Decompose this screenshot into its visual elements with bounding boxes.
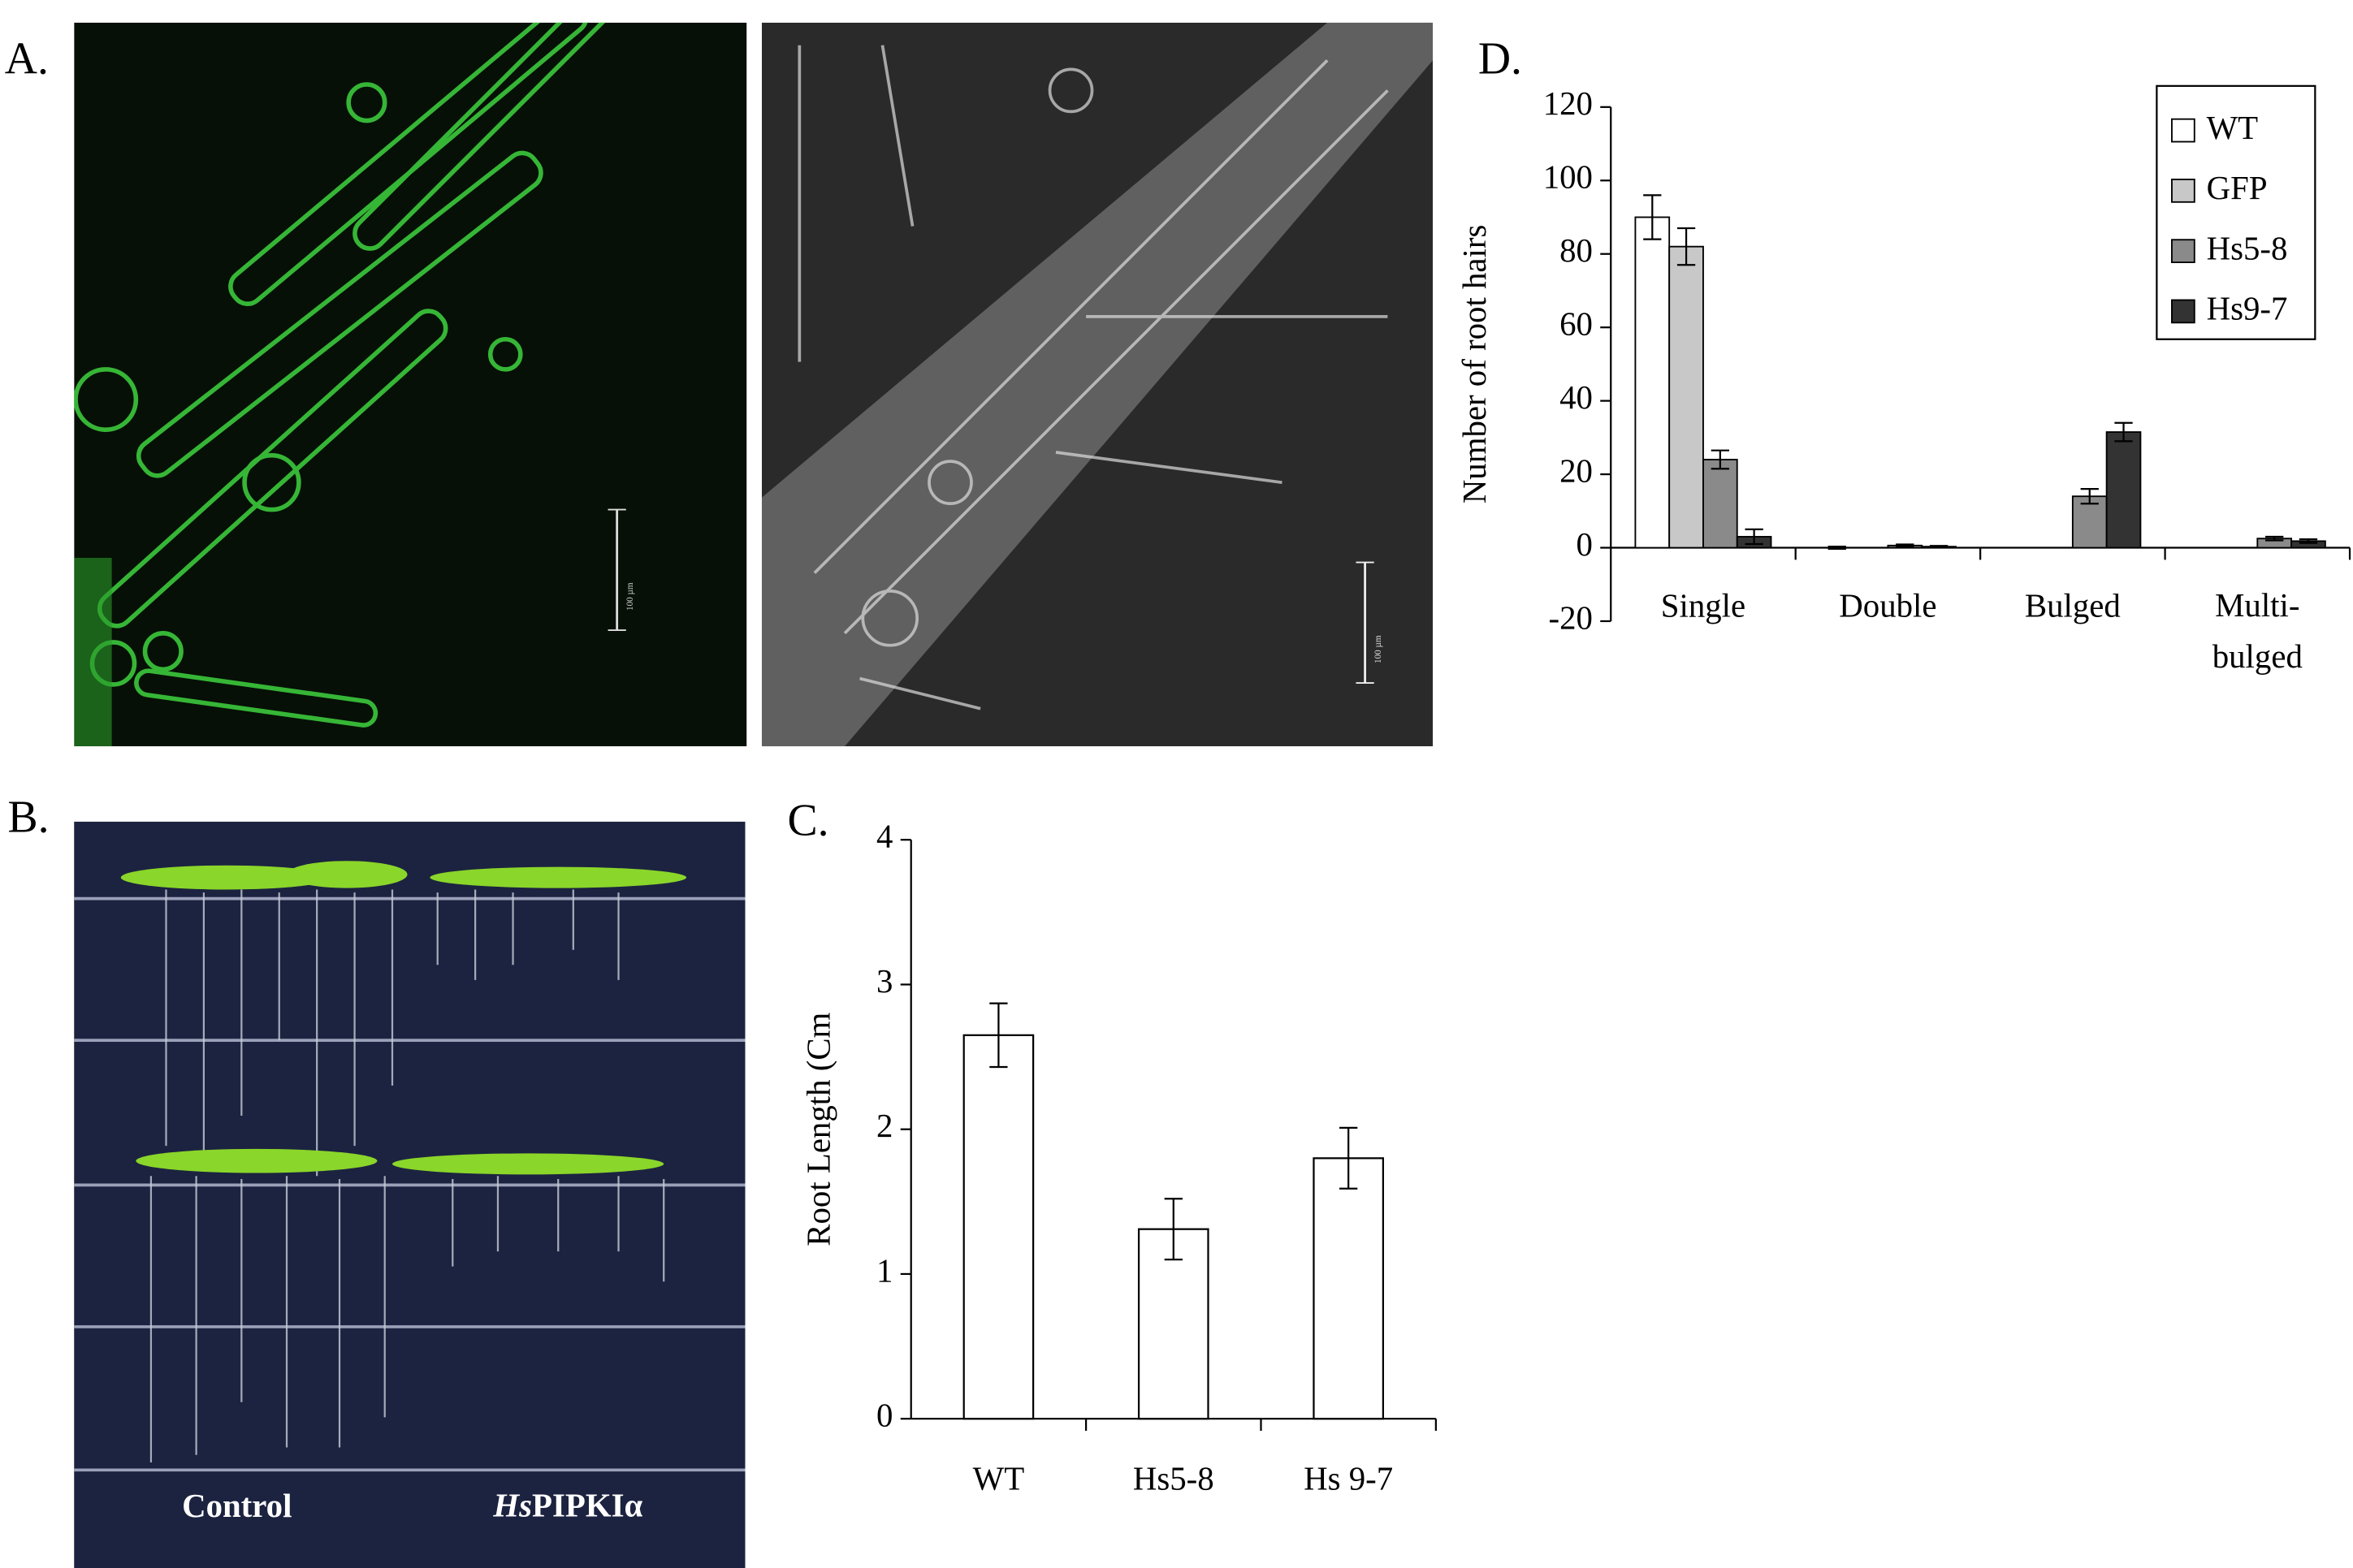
photo-seedlings: Control HsPIPKIα	[74, 821, 746, 1568]
error-bar	[1339, 1126, 1358, 1190]
bar	[1702, 459, 1738, 549]
error-bar	[1827, 546, 1846, 550]
panel-label: D.	[1478, 34, 1522, 84]
bar	[1313, 1157, 1384, 1420]
x-tick-label: WT	[973, 1461, 1025, 1497]
y-tick-label: 80	[1559, 232, 1593, 269]
error-bar	[989, 1002, 1008, 1069]
panel-label: A.	[5, 34, 49, 84]
error-bar	[1164, 1198, 1183, 1261]
error-bar	[1643, 194, 1662, 240]
photo-label: HsPIPKIα	[492, 1488, 642, 1524]
legend-label: GFP	[2207, 170, 2268, 206]
panel-label: C.	[787, 795, 828, 845]
error-bar	[1745, 528, 1763, 546]
photo-label-italic: Hs	[492, 1488, 532, 1524]
legend-swatch	[2171, 239, 2195, 263]
error-bar	[1711, 449, 1729, 470]
scale-label: 100 µm	[1373, 635, 1383, 663]
y-tick-label: 120	[1543, 85, 1593, 122]
scale-label: 100 µm	[625, 582, 635, 611]
y-tick-label: -20	[1549, 599, 1593, 636]
error-bar	[2080, 488, 2099, 505]
bar	[1137, 1228, 1209, 1420]
photo-fluorescence: 100 µm	[74, 22, 747, 747]
error-bar	[2299, 538, 2318, 544]
y-tick-label: 40	[1559, 379, 1593, 416]
x-tick-label: Double	[1839, 587, 1936, 624]
y-tick-label: 20	[1559, 452, 1593, 489]
legend-swatch	[2171, 179, 2195, 203]
bar	[2105, 431, 2142, 549]
photo-label: PIPKIα	[532, 1488, 642, 1524]
y-tick-label: 0	[1577, 526, 1593, 563]
bar	[1668, 245, 1704, 549]
x-tick-label-line: bulged	[2212, 639, 2303, 676]
photo-brightfield: 100 µm	[761, 22, 1434, 747]
y-tick-label: 4	[876, 819, 893, 855]
error-bar	[1676, 227, 1696, 266]
legend-label: Hs9-7	[2207, 291, 2288, 327]
y-tick-label: 3	[876, 963, 893, 1000]
y-tick-label: 2	[876, 1108, 893, 1144]
x-tick-label: Bulged	[2025, 587, 2121, 624]
bar	[2071, 495, 2108, 549]
error-bar	[2265, 535, 2284, 542]
legend-swatch	[2171, 118, 2195, 143]
legend-label: WT	[2207, 110, 2259, 146]
y-tick-label: 60	[1559, 306, 1593, 343]
error-bar	[1929, 545, 1949, 549]
bar	[962, 1034, 1035, 1420]
y-axis-label: Root Length (Cm	[801, 1012, 837, 1246]
x-tick-label-line: Multi-	[2215, 587, 2299, 624]
bar	[1634, 216, 1671, 549]
y-tick-label: 0	[876, 1397, 893, 1434]
legend-label: Hs5-8	[2207, 230, 2288, 266]
panel-label: B.	[8, 793, 50, 843]
x-tick-label: Hs 9-7	[1304, 1461, 1393, 1497]
photo-label: Control	[182, 1488, 292, 1524]
error-bar	[1896, 543, 1914, 548]
y-axis-label: Number of root hairs	[1456, 225, 1493, 504]
error-bar	[2114, 421, 2133, 443]
legend-swatch	[2171, 299, 2195, 324]
x-tick-label: Single	[1661, 587, 1745, 624]
x-tick-label: Multi-bulged	[2212, 587, 2303, 675]
x-tick-label: Hs5-8	[1133, 1461, 1214, 1497]
y-tick-label: 1	[876, 1252, 893, 1289]
y-tick-label: 100	[1543, 159, 1593, 196]
